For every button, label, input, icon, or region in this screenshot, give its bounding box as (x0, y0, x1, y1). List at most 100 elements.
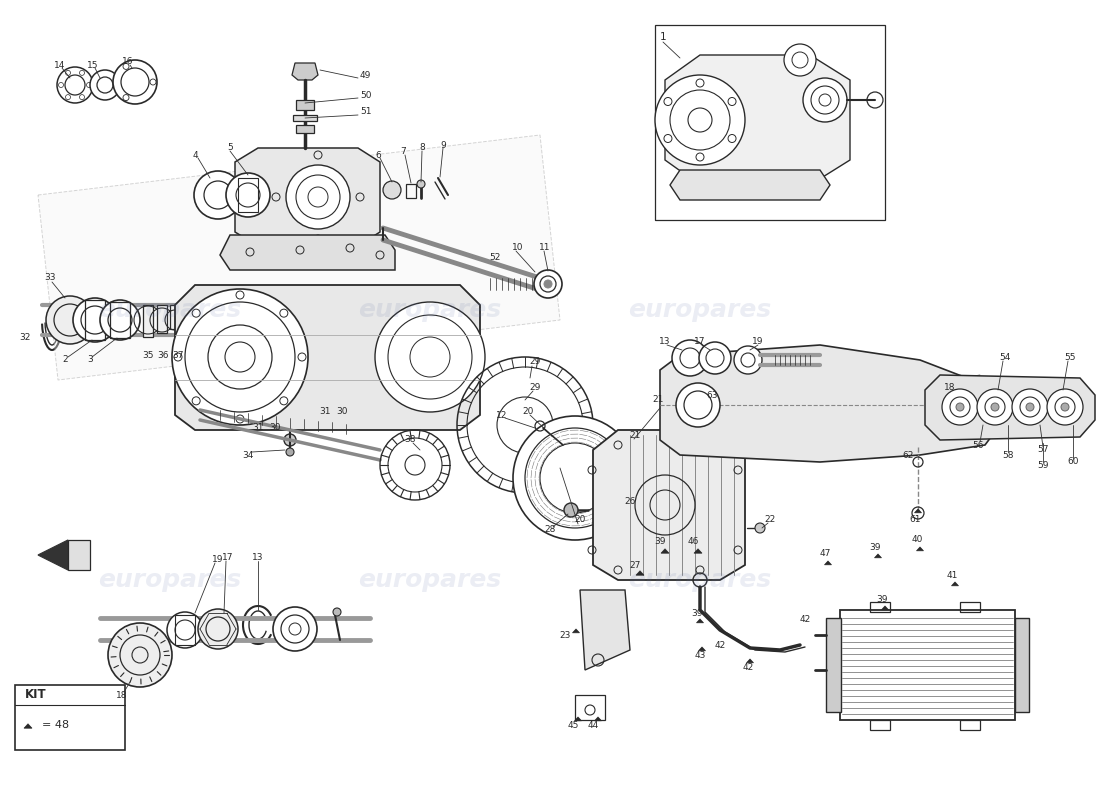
Bar (406, 184, 416, 198)
Text: 50: 50 (360, 90, 372, 99)
Circle shape (672, 340, 708, 376)
Circle shape (46, 296, 94, 344)
Text: 30: 30 (337, 407, 348, 417)
Text: 21: 21 (629, 430, 640, 439)
Polygon shape (593, 430, 745, 580)
Text: 29: 29 (529, 382, 541, 391)
Text: europares: europares (98, 298, 242, 322)
Circle shape (698, 342, 732, 374)
Polygon shape (666, 55, 850, 185)
Text: 34: 34 (242, 450, 254, 459)
Bar (293, 115, 317, 121)
Bar (960, 720, 980, 730)
Bar (68, 540, 90, 570)
Text: 47: 47 (820, 550, 830, 558)
Text: europares: europares (359, 568, 502, 592)
Text: 42: 42 (742, 663, 754, 673)
Text: 39: 39 (877, 595, 888, 605)
Text: 27: 27 (629, 561, 640, 570)
Circle shape (544, 280, 552, 288)
Circle shape (755, 523, 764, 533)
Text: 5: 5 (227, 143, 233, 153)
Text: 14: 14 (54, 61, 66, 70)
Polygon shape (594, 717, 602, 721)
Text: 36: 36 (157, 350, 168, 359)
Text: 35: 35 (142, 350, 154, 359)
Text: 30: 30 (270, 423, 280, 433)
Text: 15: 15 (87, 61, 99, 70)
Text: europares: europares (359, 298, 502, 322)
Polygon shape (574, 717, 582, 721)
Circle shape (194, 171, 242, 219)
Bar (110, 302, 130, 338)
Circle shape (375, 302, 485, 412)
Text: europares: europares (98, 568, 242, 592)
Text: 39: 39 (869, 543, 881, 553)
Text: 39: 39 (691, 609, 703, 618)
Polygon shape (925, 375, 1094, 440)
Circle shape (654, 75, 745, 165)
Text: 63: 63 (706, 390, 717, 399)
Polygon shape (39, 540, 68, 570)
Text: 22: 22 (764, 515, 776, 525)
Text: 52: 52 (490, 254, 500, 262)
Text: 32: 32 (20, 334, 31, 342)
Polygon shape (698, 647, 705, 650)
Bar (826, 618, 842, 712)
Text: 21: 21 (652, 395, 663, 405)
Text: 54: 54 (999, 354, 1011, 362)
Circle shape (90, 70, 120, 100)
Text: 16: 16 (122, 58, 134, 66)
Bar (157, 305, 167, 333)
Polygon shape (661, 549, 669, 554)
Text: 6: 6 (375, 150, 381, 159)
Bar (870, 602, 890, 612)
Circle shape (417, 180, 425, 188)
Circle shape (198, 609, 238, 649)
Circle shape (663, 403, 673, 413)
Text: europares: europares (628, 298, 771, 322)
Text: 39: 39 (654, 538, 666, 546)
Bar (170, 305, 180, 329)
Circle shape (1047, 389, 1084, 425)
Bar (15, 685, 125, 750)
Text: 40: 40 (911, 535, 923, 545)
Text: 45: 45 (568, 722, 579, 730)
Circle shape (333, 608, 341, 616)
Circle shape (991, 403, 999, 411)
Circle shape (734, 346, 762, 374)
Polygon shape (747, 659, 754, 662)
Polygon shape (914, 509, 922, 513)
Text: 55: 55 (1065, 354, 1076, 362)
Bar (296, 100, 314, 110)
Polygon shape (572, 629, 580, 633)
Polygon shape (39, 135, 560, 380)
Text: 19: 19 (212, 555, 223, 565)
Text: 43: 43 (694, 651, 706, 661)
Text: 33: 33 (44, 274, 56, 282)
Bar (238, 178, 258, 212)
Polygon shape (825, 561, 832, 565)
Text: KIT: KIT (25, 689, 46, 702)
Circle shape (172, 289, 308, 425)
Polygon shape (874, 554, 881, 558)
Text: 10: 10 (513, 243, 524, 253)
Text: 62: 62 (902, 450, 914, 459)
Text: 20: 20 (574, 515, 585, 525)
Polygon shape (881, 606, 889, 610)
Text: 31: 31 (319, 407, 331, 417)
Text: 41: 41 (946, 571, 958, 581)
Circle shape (513, 416, 637, 540)
Text: 57: 57 (1037, 446, 1048, 454)
Circle shape (564, 503, 578, 517)
Polygon shape (24, 724, 32, 728)
Text: 2: 2 (63, 355, 68, 365)
Circle shape (676, 383, 720, 427)
Circle shape (286, 165, 350, 229)
Circle shape (286, 448, 294, 456)
Bar (1015, 618, 1028, 712)
Text: 38: 38 (405, 435, 416, 445)
Bar (85, 300, 104, 340)
Circle shape (1062, 403, 1069, 411)
Circle shape (284, 434, 296, 446)
